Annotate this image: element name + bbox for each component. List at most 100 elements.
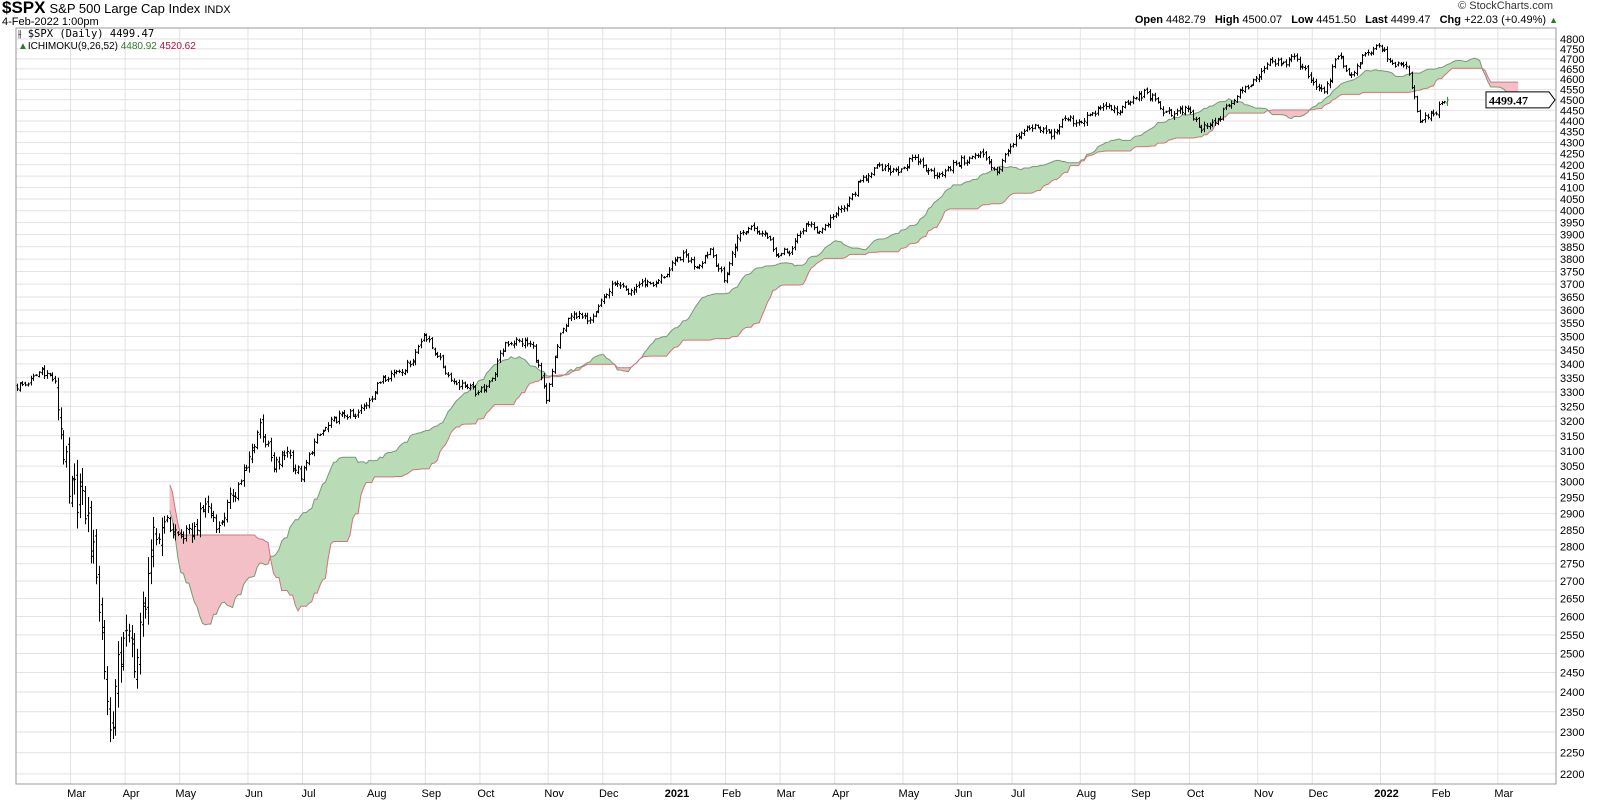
cloud-segment-bullish	[1165, 118, 1169, 144]
cloud-segment-bearish	[262, 538, 266, 566]
ohlc-bar	[283, 450, 286, 461]
ohlc-bar	[54, 375, 57, 384]
ohlc-bar	[444, 365, 447, 375]
ohlc-bar	[188, 524, 191, 534]
cloud-segment-bullish	[1454, 59, 1459, 69]
cloud-segment-bullish	[409, 433, 414, 473]
ohlc-bar	[382, 375, 385, 384]
ohlc-bar	[341, 411, 344, 417]
ohlc-bar	[1219, 116, 1222, 122]
ohlc-bar	[1397, 61, 1400, 67]
ohlc-bar	[764, 230, 767, 237]
x-tick-label: Feb	[722, 788, 741, 800]
ohlc-bar	[1315, 78, 1318, 91]
ohlc-bar	[469, 383, 472, 391]
cloud-segment-bullish	[794, 264, 798, 286]
ohlc-bar	[319, 433, 322, 437]
ohlc-bar	[374, 390, 377, 400]
ohlc-bar	[570, 313, 573, 322]
y-tick-label: 2200	[1560, 769, 1584, 781]
ohlc-bar	[117, 641, 120, 708]
ohlc-bar	[270, 437, 273, 462]
ohlc-bar	[237, 482, 240, 501]
cloud-segment-bullish	[488, 366, 493, 412]
ohlc-bar	[166, 515, 169, 523]
cloud-segment-bearish	[248, 534, 252, 578]
ohlc-bar	[202, 505, 205, 513]
y-tick-label: 3400	[1560, 359, 1584, 371]
ohlc-bar	[813, 222, 816, 231]
cloud-segment-bullish	[1031, 166, 1036, 194]
ohlc-bar	[753, 222, 756, 232]
legend-price-label: $SPX (Daily) 4499.47	[27, 28, 155, 40]
cloud-segment-bearish	[185, 534, 190, 584]
y-tick-label: 3450	[1560, 345, 1584, 357]
ohlc-bar	[1037, 124, 1040, 129]
chart-title: $SPX S&P 500 Large Cap Index INDX	[2, 0, 231, 16]
chg-value: +22.03 (+0.49%)	[1464, 14, 1547, 26]
legend-price[interactable]: ⫲ $SPX (Daily) 4499.47	[18, 29, 154, 40]
ohlc-bar	[821, 227, 824, 234]
ohlc-bar	[578, 310, 581, 320]
ohlc-bar	[682, 250, 685, 263]
ohlc-bar	[900, 168, 903, 173]
cloud-segment-bullish	[385, 452, 389, 478]
cloud-segment-bullish	[415, 432, 419, 470]
ohlc-bar	[1020, 131, 1023, 140]
cloud-segment-bullish	[507, 356, 512, 405]
cloud-segment-bullish	[1422, 69, 1426, 90]
ohlc-bar	[95, 529, 98, 585]
cloud-segment-bullish	[464, 392, 468, 425]
ohlc-bar	[723, 266, 726, 283]
ohlc-bar	[1271, 57, 1274, 64]
cloud-segment-bullish	[775, 263, 779, 291]
cloud-segment-bullish	[663, 336, 667, 357]
ohlc-bar	[679, 256, 682, 261]
ohlc-bar	[614, 281, 617, 286]
ohlc-bar	[1378, 42, 1381, 48]
ohlc-bar	[68, 437, 71, 504]
ohlc-bar	[71, 475, 74, 508]
x-tick-label: 2022	[1374, 788, 1398, 800]
cloud-segment-bullish	[510, 356, 514, 405]
ohlc-bar	[158, 533, 161, 545]
ohlc-bar	[480, 386, 483, 393]
cloud-segment-bullish	[1064, 161, 1068, 173]
ohlc-bar	[1045, 125, 1048, 135]
ohlc-bar	[657, 279, 660, 285]
ohlc-bar	[466, 383, 469, 390]
ohlc-bar	[232, 488, 235, 503]
cloud-segment-bullish	[529, 365, 534, 384]
ohlc-bar	[442, 354, 445, 369]
ohlc-bar	[322, 429, 325, 436]
cloud-segment-bullish	[1160, 122, 1164, 144]
ohlc-bar	[1094, 110, 1097, 117]
ohlc-bar	[483, 384, 486, 393]
ohlc-bar	[720, 266, 723, 273]
senkou-span-b-line	[169, 67, 1518, 612]
cloud-segment-bullish	[1258, 107, 1262, 114]
ohlc-bar	[633, 286, 636, 296]
ohlc-bar	[174, 524, 177, 541]
cloud-segment-bullish	[502, 359, 506, 405]
cloud-segment-bullish	[1119, 138, 1123, 152]
cloud-segment-bullish	[1405, 73, 1410, 93]
cloud-segment-bullish	[696, 300, 700, 341]
cloud-segment-bullish	[723, 293, 727, 339]
ohlc-bar	[439, 352, 442, 361]
ohlc-bar	[172, 523, 175, 539]
cloud-segment-bullish	[1042, 164, 1047, 187]
ohlc-bar	[1285, 59, 1288, 68]
ohlc-bar	[248, 451, 251, 473]
cloud-segment-bullish	[1018, 168, 1022, 194]
ohlc-bar	[507, 340, 510, 347]
legend-ichimoku[interactable]: ▲ICHIMOKU(9,26,52) 4480.92 4520.62	[18, 41, 196, 52]
ohlc-bar	[993, 166, 996, 171]
ohlc-bar	[1394, 61, 1397, 68]
ohlc-bar	[559, 332, 562, 349]
ohlc-bar	[1113, 105, 1116, 114]
ohlc-bar	[155, 528, 158, 546]
y-tick-label: 4600	[1560, 74, 1584, 86]
cloud-segment-bullish	[1389, 71, 1393, 93]
